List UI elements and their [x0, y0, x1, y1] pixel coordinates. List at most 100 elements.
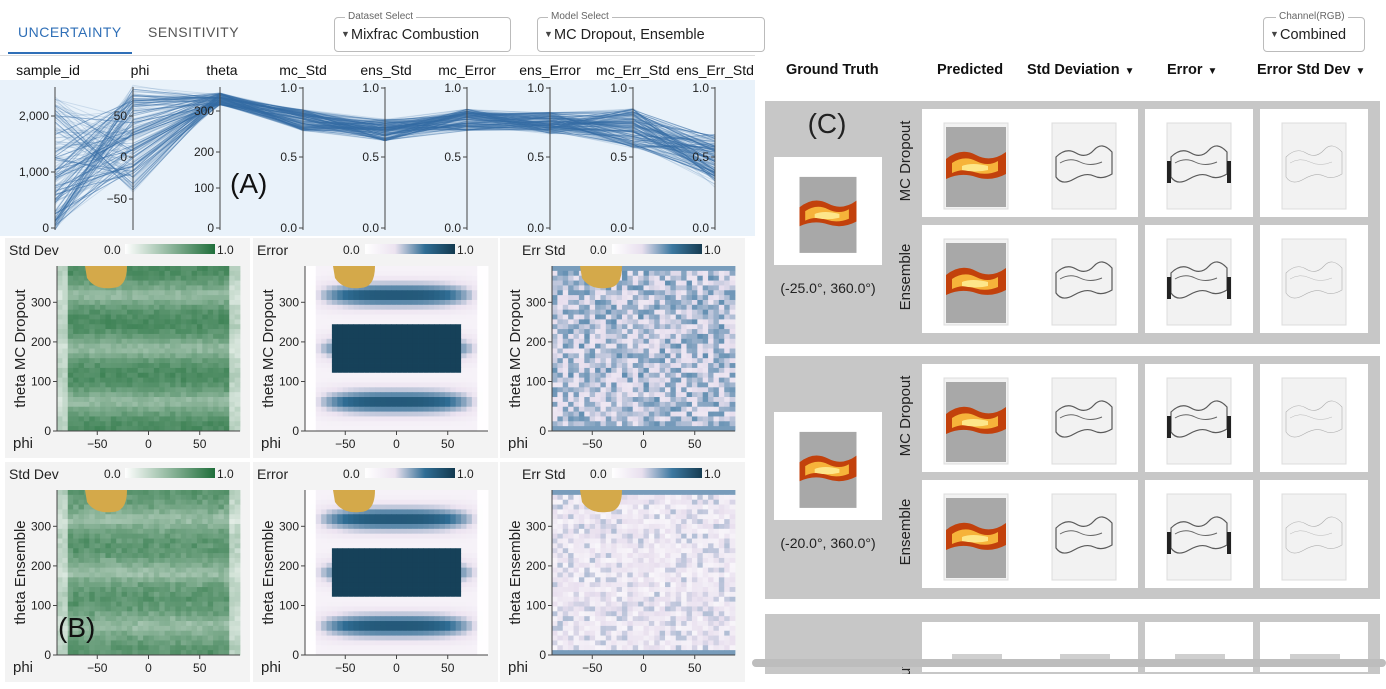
tick-label: 1.0	[527, 81, 544, 95]
colorbar-max: 1.0	[457, 243, 474, 257]
sample-card-images: (-25.0°, 360.0°) (C) MC Dropout Ensemble	[774, 108, 1368, 333]
sample-coords: (-25.0°, 360.0°)	[780, 280, 875, 296]
header-divider	[0, 55, 755, 56]
column-header: Ground Truth	[786, 62, 879, 78]
channel-select[interactable]: Channel(RGB) ▼ Combined	[1263, 11, 1365, 52]
colorbar-min: 0.0	[104, 467, 121, 481]
error-image	[1166, 493, 1232, 581]
sample-card-images: (-20.0°, 360.0°) MC Dropout Ensemble	[774, 364, 1368, 588]
tick-label: 100	[279, 599, 299, 613]
heatmap-cells	[552, 266, 736, 432]
model-select[interactable]: Model Select ▼ MC Dropout, Ensemble	[537, 11, 765, 52]
sample-card[interactable]: (-20.0°, 360.0°) MC Dropout Ensemble	[765, 356, 1380, 599]
sample-coords: (-20.0°, 360.0°)	[780, 535, 875, 551]
colorbar-min: 0.0	[104, 243, 121, 257]
colorbar-title: Error	[257, 242, 289, 258]
column-header[interactable]: Error Std Dev ▼	[1257, 62, 1365, 78]
colorbar-max: 1.0	[704, 467, 721, 481]
row-model-label: Ensemble	[897, 244, 914, 311]
tick-label: 100	[194, 181, 214, 195]
sample-card[interactable]: (-25.0°, 360.0°) (C) MC Dropout Ensemble	[765, 101, 1380, 344]
tick-label: −50	[582, 437, 603, 451]
column-header[interactable]: Std Deviation ▼	[1027, 62, 1135, 78]
tick-label: 300	[526, 295, 546, 309]
flame-image	[799, 431, 857, 508]
heatmap-panel[interactable]: Std Dev 0.0 1.0 300 200 100 0 −50 0 50 phi theta MC…	[5, 238, 250, 458]
errstd-image	[1281, 238, 1347, 326]
tick-label: 0.5	[362, 150, 379, 164]
heatmap-panel[interactable]: Err Std 0.0 1.0 300 200 100 0 −50 0 50 phi theta MC…	[500, 238, 745, 458]
horizontal-scrollbar[interactable]	[752, 659, 1386, 667]
colorbar	[612, 244, 702, 254]
mask-region	[580, 266, 622, 289]
flame-image	[799, 176, 857, 253]
tick-label: 100	[31, 375, 51, 389]
tick-label: 200	[279, 335, 299, 349]
caret-down-icon: ▼	[1124, 66, 1135, 77]
tick-label: 0	[393, 661, 400, 675]
pc-axis-label-ens_Err_Std: ens_Err_Std	[676, 62, 754, 78]
tick-label: 0	[145, 661, 152, 675]
tick-label: 200	[31, 335, 51, 349]
heatmap-panel[interactable]: Err Std 0.0 1.0 300 200 100 0 −50 0 50 phi theta En…	[500, 462, 745, 682]
parallel-coordinates[interactable]: sample_id phi theta mc_Std ens_Std mc_Error en…	[0, 58, 755, 236]
row-model-label: Ensemble	[897, 499, 914, 566]
tick-label: 200	[526, 335, 546, 349]
pc-plot[interactable]: 2,000 1,000 0 50 0 −50 300 200 100 0 1.0 0.5 0.0 1.0 0…	[0, 58, 755, 236]
tick-label: −50	[582, 661, 603, 675]
tick-label: 300	[194, 104, 214, 118]
dataset-select-legend: Dataset Select	[345, 11, 417, 23]
colorbar-title: Err Std	[522, 242, 566, 258]
stddev-image	[1051, 377, 1117, 465]
x-axis-label: phi	[13, 435, 33, 452]
row-model-label: MC Dropout	[897, 120, 914, 202]
tick-label: −50	[87, 661, 108, 675]
tick-label: 0	[539, 424, 546, 438]
column-header[interactable]: Error ▼	[1167, 62, 1217, 78]
mask-region	[85, 266, 127, 289]
tick-label: −50	[335, 661, 356, 675]
tick-label: 50	[688, 661, 702, 675]
tick-label: 200	[279, 559, 299, 573]
mask-region	[580, 490, 622, 513]
tick-label: 0.0	[527, 221, 544, 235]
colorbar	[365, 468, 455, 478]
tick-label: 50	[441, 661, 455, 675]
x-axis-label: phi	[261, 659, 281, 676]
mask-region	[85, 490, 127, 513]
caret-down-icon: ▼	[544, 29, 553, 39]
tick-label: 200	[526, 559, 546, 573]
colorbar-title: Err Std	[522, 466, 566, 482]
heatmap-panel[interactable]: Error 0.0 1.0 300 200 100 0 −50 0 50 phi theta Ense…	[253, 462, 498, 682]
heatmap-panel[interactable]: Error 0.0 1.0 300 200 100 0 −50 0 50 phi theta MC D…	[253, 238, 498, 458]
heatmap-svg: 300 200 100 0 −50 0 50 phi theta Ensemble	[12, 490, 241, 676]
tick-label: 100	[526, 599, 546, 613]
active-tab-indicator	[8, 52, 132, 54]
model-select-legend: Model Select	[548, 11, 612, 23]
colorbar	[125, 468, 215, 478]
tick-label: 0	[292, 648, 299, 662]
tick-label: 0.5	[610, 150, 627, 164]
pc-axis-label-phi: phi	[130, 62, 150, 78]
tick-label: 1.0	[444, 81, 461, 95]
tick-label: 300	[279, 295, 299, 309]
pc-axis-label-ens_Error: ens_Error	[519, 62, 581, 78]
colorbar	[365, 244, 455, 254]
colorbar	[125, 244, 215, 254]
tab-sensitivity[interactable]: SENSITIVITY	[148, 24, 240, 40]
tab-uncertainty[interactable]: UNCERTAINTY	[18, 24, 122, 40]
tick-label: 0.0	[362, 221, 379, 235]
colorbar-min: 0.0	[590, 243, 607, 257]
x-axis-label: phi	[261, 435, 281, 452]
tick-label: 0	[120, 150, 127, 164]
row-model-label: out	[897, 663, 914, 674]
y-axis-label: theta Ensemble	[507, 520, 524, 624]
flame-image	[946, 498, 1006, 578]
tick-label: 300	[279, 519, 299, 533]
tick-label: 50	[114, 109, 128, 123]
error-image	[1166, 238, 1232, 326]
stddev-image	[1051, 238, 1117, 326]
dataset-select[interactable]: Dataset Select ▼ Mixfrac Combustion	[334, 11, 511, 52]
heatmap-panel[interactable]: Std Dev 0.0 1.0 300 200 100 0 −50 0 50 phi theta En…	[5, 462, 250, 682]
